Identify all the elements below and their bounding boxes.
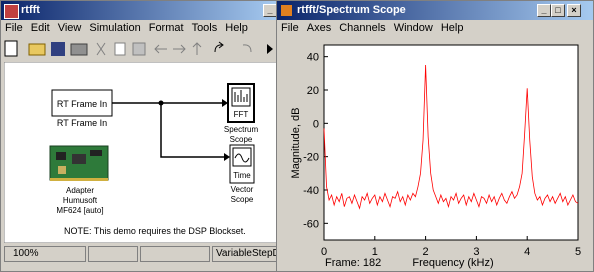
menu-item[interactable]: View	[58, 22, 82, 37]
title-bar: rtfft/Spectrum Scope _ □ ×	[277, 1, 593, 20]
frame-label: Frame: 182	[325, 257, 381, 269]
note: NOTE: This demo requires the DSP Blockse…	[64, 226, 246, 236]
back-icon[interactable]	[155, 45, 167, 53]
menu-item[interactable]: Help	[441, 22, 464, 37]
x-tick-label: 2	[423, 246, 429, 258]
menu-item[interactable]: File	[5, 22, 23, 37]
maximize-button[interactable]: □	[551, 4, 565, 17]
redo-icon[interactable]	[243, 45, 251, 52]
menu-item[interactable]: Format	[149, 22, 184, 37]
print-icon[interactable]	[71, 44, 87, 55]
window-title: rtfft	[21, 4, 40, 16]
block-label: FFT	[234, 110, 249, 119]
y-tick-label: 20	[307, 85, 319, 97]
up-icon[interactable]	[193, 43, 201, 55]
menu-bar: File Edit View Simulation Format Tools Help	[1, 20, 278, 39]
x-tick-label: 5	[575, 246, 581, 258]
branch-point	[159, 101, 164, 106]
y-axis-label: Magnitude, dB	[290, 108, 302, 179]
block-label: Time	[233, 171, 251, 180]
y-tick-label: -20	[303, 152, 319, 164]
x-axis-label: Frequency (kHz)	[412, 257, 493, 269]
block-caption: RT Frame In	[57, 118, 107, 128]
window-title: rtfft/Spectrum Scope	[297, 4, 406, 16]
minimize-button[interactable]: _	[537, 4, 551, 17]
close-button[interactable]: ×	[567, 4, 581, 17]
x-tick-label: 4	[524, 246, 530, 258]
forward-icon[interactable]	[173, 45, 185, 53]
x-tick-label: 1	[372, 246, 378, 258]
block-caption: Vector	[231, 185, 254, 194]
menu-item[interactable]: Channels	[339, 22, 385, 37]
menu-item[interactable]: Simulation	[89, 22, 140, 37]
toolbar	[1, 38, 279, 60]
x-tick-label: 3	[473, 246, 479, 258]
screen: rtfft _ File Edit View Simulation Format Tool…	[0, 0, 594, 272]
y-tick-label: -60	[303, 218, 319, 230]
menu-bar: File Axes Channels Window Help	[277, 20, 593, 39]
status-cell	[140, 246, 210, 262]
menu-item[interactable]: Edit	[31, 22, 50, 37]
block-caption: Humusoft	[63, 196, 98, 205]
adapter-board[interactable]	[50, 146, 108, 181]
y-tick-label: 40	[307, 52, 319, 64]
plot-area	[324, 45, 578, 240]
menu-item[interactable]: Help	[225, 22, 248, 37]
paste-icon[interactable]	[133, 43, 145, 55]
save-icon[interactable]	[51, 42, 65, 56]
model-window: rtfft _ File Edit View Simulation Format Tool…	[0, 0, 279, 272]
block-caption: Spectrum	[224, 125, 259, 134]
block-caption: Scope	[231, 195, 254, 204]
zoom-status: 100%	[4, 246, 86, 262]
copy-icon[interactable]	[115, 43, 125, 55]
scope-window: rtfft/Spectrum Scope _ □ × File Axes Chann…	[276, 0, 594, 272]
x-tick-label: 0	[321, 246, 327, 258]
status-cell	[88, 246, 138, 262]
minimize-button[interactable]: _	[263, 4, 277, 17]
status-bar: 100% VariableStepDiscrete	[4, 246, 277, 262]
menu-item[interactable]: Window	[394, 22, 433, 37]
block-caption: Scope	[230, 135, 253, 144]
block-label: RT Frame In	[57, 99, 107, 109]
undo-icon[interactable]	[215, 42, 223, 52]
block-caption: MF624 [auto]	[56, 206, 103, 215]
open-icon[interactable]	[29, 44, 45, 55]
y-tick-label: -40	[303, 185, 319, 197]
app-icon	[281, 5, 292, 16]
menu-item[interactable]: Tools	[192, 22, 218, 37]
title-bar: rtfft _	[1, 1, 278, 20]
model-canvas: RT Frame In RT Frame In FFT Spectrum Sco…	[4, 62, 277, 243]
start-icon[interactable]	[267, 44, 273, 54]
app-icon	[4, 4, 19, 19]
solver-status: VariableStepDiscrete	[212, 246, 279, 262]
menu-item[interactable]: File	[281, 22, 299, 37]
menu-item[interactable]: Axes	[307, 22, 331, 37]
y-tick-label: 0	[313, 118, 319, 130]
spectrum-plot: Magnitude, dB Frame: 182 Frequency (kHz)…	[277, 38, 594, 272]
new-icon[interactable]	[5, 41, 17, 56]
block-caption: Adapter	[66, 186, 94, 195]
cut-icon[interactable]	[97, 43, 105, 55]
